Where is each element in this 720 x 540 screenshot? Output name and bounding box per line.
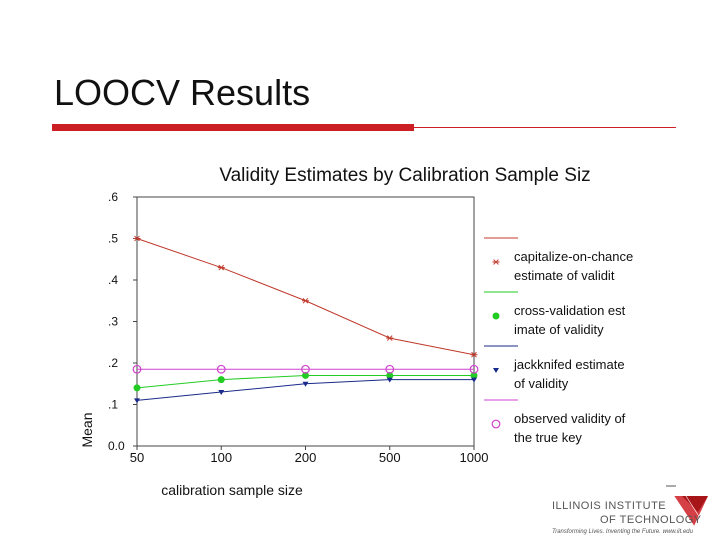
data-point [302, 381, 309, 387]
legend-label: the true key [514, 430, 582, 445]
chart-title: Validity Estimates by Calibration Sample… [219, 165, 590, 186]
data-point [217, 264, 225, 271]
data-point [491, 419, 501, 429]
data-point [133, 384, 141, 392]
data-point [386, 371, 394, 379]
title-rule-red [52, 124, 414, 131]
legend-item: cross-validation est imate of validity [484, 291, 626, 337]
data-point [302, 297, 309, 304]
x-tick-label: 100 [210, 450, 232, 465]
data-point [218, 390, 225, 396]
data-point [492, 312, 500, 320]
data-point [217, 376, 225, 384]
x-tick-label: 500 [379, 450, 401, 465]
data-point [493, 368, 499, 373]
data-point [471, 377, 477, 383]
x-axis: 50 100 200 500 1000 [130, 446, 489, 465]
legend-label: jackknifed estimate [513, 357, 625, 372]
plot-area [136, 196, 475, 447]
series-group [132, 235, 479, 404]
logo-tagline: Transforming Lives. Inventing the Future… [552, 529, 693, 535]
y-axis: .6 .5 .4 .3 .2 .1 0.0 [108, 190, 137, 453]
legend-item: observed validity of the true key [484, 399, 626, 445]
legend-item: capitalize-on-chance estimate of validit [484, 237, 633, 283]
legend-item: jackknifed estimate of validity [484, 345, 625, 391]
slide-title: LOOCV Results [54, 72, 311, 113]
legend-label: cross-validation est [514, 303, 626, 318]
y-tick-label: .5 [108, 232, 118, 246]
data-point [301, 364, 310, 374]
data-point [385, 364, 395, 374]
iit-logo-mark-icon [666, 485, 708, 527]
iit-logo: ILLINOIS INSTITUTE OF TECHNOLOGY Transfo… [548, 485, 720, 540]
y-tick-label: .3 [108, 315, 118, 329]
x-axis-label: calibration sample size [161, 482, 303, 498]
data-point [470, 351, 478, 358]
y-tick-label: .6 [108, 190, 118, 204]
data-point [492, 259, 500, 265]
series-line [136, 238, 475, 356]
legend-label: of validity [514, 376, 569, 391]
x-tick-label: 50 [130, 450, 144, 465]
legend-label: capitalize-on-chance [514, 249, 633, 264]
logo-line2: OF TECHNOLOGY [600, 514, 702, 526]
data-point [132, 364, 142, 374]
data-point [133, 235, 141, 242]
data-point [386, 377, 393, 383]
data-point [470, 371, 478, 379]
legend-label: observed validity of [514, 411, 626, 426]
x-tick-label: 1000 [460, 450, 489, 465]
x-tick-label: 200 [295, 450, 317, 465]
data-point [216, 364, 226, 374]
legend-label: estimate of validit [514, 268, 615, 283]
data-point [134, 398, 140, 404]
y-tick-label: 0.0 [108, 439, 125, 453]
y-tick-label: .2 [108, 356, 118, 370]
y-axis-label: Mean [79, 412, 95, 447]
legend-label: imate of validity [514, 322, 604, 337]
y-tick-label: .1 [108, 398, 118, 412]
data-point [386, 335, 394, 341]
logo-line1: ILLINOIS INSTITUTE [552, 500, 667, 512]
y-tick-label: .4 [108, 273, 118, 287]
title-rule-thin [414, 127, 676, 128]
data-point [469, 364, 479, 374]
data-point [302, 371, 309, 379]
